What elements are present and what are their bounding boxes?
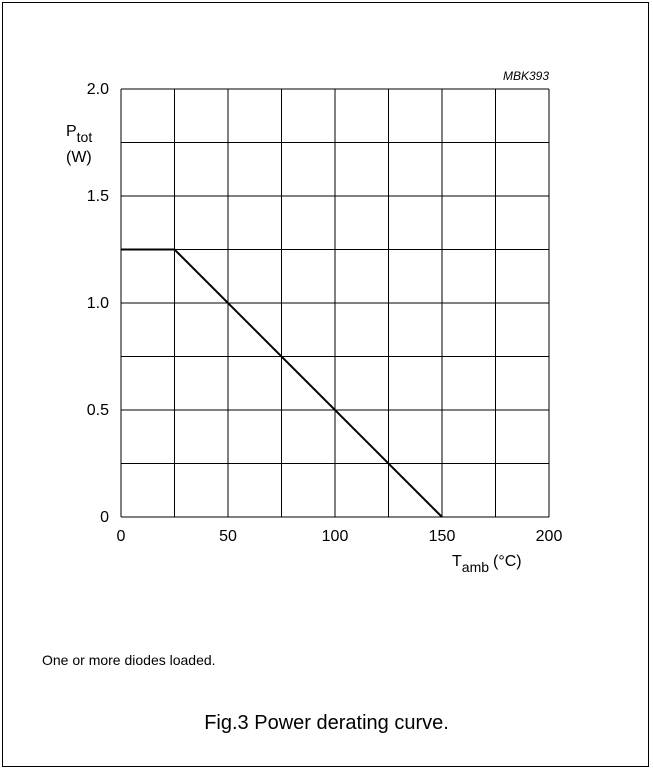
x-tick-label: 0 (117, 528, 126, 545)
series-layer (121, 248, 443, 518)
y-tick-label: 0 (100, 509, 109, 526)
x-axis-label-main: T (452, 553, 462, 570)
grid-lines (120, 88, 550, 518)
x-axis-label: Tamb (°C) (452, 553, 522, 575)
tick-labels: 0 50 100 150 200 0 0.5 1.0 1.5 2.0 (87, 81, 563, 545)
x-tick-label: 150 (429, 528, 456, 545)
y-axis-unit: (W) (66, 149, 92, 166)
y-tick-label: 1.0 (87, 295, 109, 312)
y-axis-label-main: P (66, 123, 77, 140)
x-axis-label-sub: amb (462, 559, 489, 575)
y-tick-label: 2.0 (87, 81, 109, 98)
footnote: One or more diodes loaded. (42, 652, 216, 668)
y-axis-label: Ptot (66, 123, 92, 145)
y-tick-label: 1.5 (87, 188, 109, 205)
y-axis-label-sub: tot (77, 129, 93, 145)
x-tick-label: 200 (536, 528, 563, 545)
figure-caption: Fig.3 Power derating curve. (204, 712, 449, 734)
x-axis-unit: (°C) (493, 553, 522, 570)
y-tick-label: 0.5 (87, 402, 109, 419)
chart-code: MBK393 (503, 69, 549, 83)
derating-curve (121, 248, 443, 518)
x-tick-label: 100 (322, 528, 349, 545)
x-tick-label: 50 (219, 528, 237, 545)
